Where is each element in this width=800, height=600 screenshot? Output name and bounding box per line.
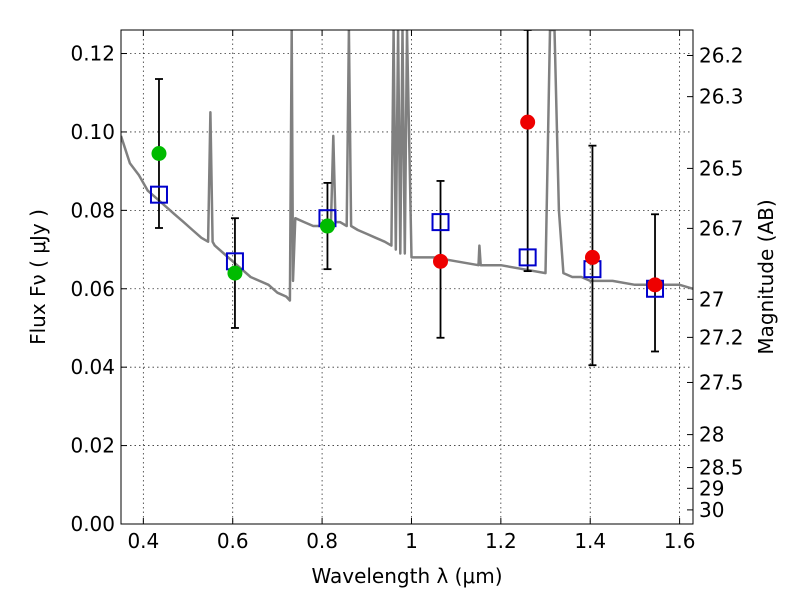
right-tick-label: 26.2 bbox=[699, 43, 744, 67]
y-tick-label: 0.12 bbox=[70, 42, 115, 66]
axis-ticks bbox=[121, 30, 693, 525]
model-square-marker bbox=[149, 185, 168, 204]
right-tick-label: 27 bbox=[699, 287, 724, 311]
x-tick-label: 0.6 bbox=[217, 529, 249, 553]
right-tick-label: 30 bbox=[699, 498, 724, 522]
y-axis-title: Flux Fν ( μJy ) bbox=[26, 209, 50, 345]
right-tick-label: 26.3 bbox=[699, 85, 744, 109]
plot-frame bbox=[120, 29, 694, 525]
red-point-marker bbox=[584, 249, 600, 265]
x-tick-label: 0.8 bbox=[306, 529, 338, 553]
x-tick-label: 0.4 bbox=[127, 529, 159, 553]
green-point-marker bbox=[151, 146, 167, 161]
y-tick-label: 0.10 bbox=[70, 120, 115, 144]
red-point-marker bbox=[647, 277, 663, 293]
plot-area bbox=[121, 30, 693, 367]
red-point-marker bbox=[520, 114, 536, 130]
right-tick-label: 26.7 bbox=[699, 216, 744, 240]
y-tick-label: 0.06 bbox=[70, 277, 115, 301]
model-square-marker bbox=[431, 213, 450, 232]
red-point-marker bbox=[433, 253, 449, 269]
right-tick-label: 26.5 bbox=[699, 156, 744, 180]
x-axis-title: Wavelength λ (μm) bbox=[311, 564, 502, 588]
right-tick-label: 27.5 bbox=[699, 370, 744, 394]
y-tick-label: 0.04 bbox=[70, 355, 115, 379]
y-axis-right-title: Magnitude (AB) bbox=[754, 199, 778, 354]
x-tick-label: 1.2 bbox=[485, 529, 517, 553]
axis-tick-labels: 0.4 0.6 0.8 1 1.2 1.4 1.6 0.00 0.02 0.04 0.06 0.08 0… bbox=[70, 42, 743, 553]
y-tick-label: 0.00 bbox=[70, 512, 115, 536]
spectrum-line bbox=[121, 30, 693, 302]
right-tick-label: 29 bbox=[699, 476, 724, 500]
x-tick-label: 1 bbox=[405, 529, 418, 553]
y-tick-label: 0.08 bbox=[70, 198, 115, 222]
right-tick-label: 28 bbox=[699, 423, 724, 447]
x-tick-label: 1.4 bbox=[574, 529, 606, 553]
y-tick-label: 0.02 bbox=[70, 434, 115, 458]
model-square-marker bbox=[518, 248, 537, 267]
right-tick-label: 28.5 bbox=[699, 456, 744, 480]
right-tick-label: 27.2 bbox=[699, 325, 744, 349]
green-point-marker bbox=[319, 218, 335, 234]
x-tick-label: 1.6 bbox=[664, 529, 696, 553]
green-point-marker bbox=[227, 265, 243, 281]
